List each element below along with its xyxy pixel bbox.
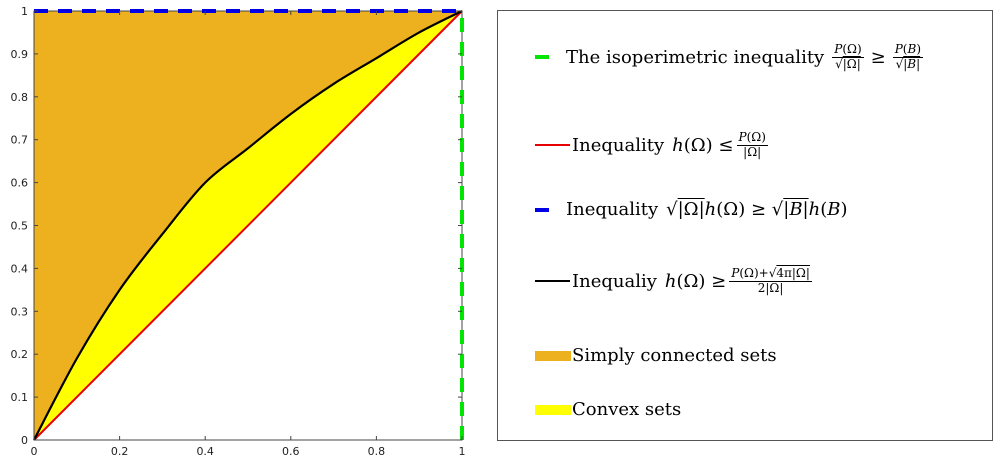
legend-entry-simply-connected: Simply connected sets: [535, 345, 777, 366]
x-tick-label: 0.4: [196, 445, 214, 458]
legend-formula-isoperimetric-lhs: P(Ω) √|Ω|: [832, 42, 864, 71]
x-tick-label: 1: [459, 445, 466, 458]
legend-formula-blue: √|Ω|h(Ω) ≥ √|B|h(B): [666, 199, 848, 220]
y-tick-label: 0.5: [11, 220, 29, 233]
y-tick-label: 0.8: [11, 91, 29, 104]
legend-swatch-simply-connected: [535, 350, 571, 361]
area-simply-connected: [34, 11, 462, 440]
y-tick-label: 0.3: [11, 305, 29, 318]
y-tick-label: 0.9: [11, 48, 29, 61]
legend-swatch-blue: [535, 207, 549, 212]
legend-swatch-isoperimetric: [535, 55, 549, 60]
y-tick-label: 0: [21, 434, 28, 447]
legend-formula-isoperimetric-rhs: P(B) √|B|: [892, 42, 923, 71]
series-line-red: [33, 10, 463, 441]
legend-entry-red: Inequality h(Ω) ≤ P(Ω) |Ω|: [535, 130, 771, 160]
legend-entry-isoperimetric: The isoperimetric inequality P(Ω) √|Ω| ≥…: [535, 42, 926, 72]
y-tick-label: 0.7: [11, 134, 29, 147]
x-tick-label: 0.6: [282, 445, 300, 458]
x-tick-label: 0: [31, 445, 38, 458]
y-tick-label: 0.6: [11, 177, 29, 190]
x-tick-label: 0.2: [111, 445, 129, 458]
legend-formula-red: P(Ω) |Ω|: [736, 130, 768, 159]
legend-label-black: Inequaliy: [572, 270, 657, 292]
chart-plot: 0 0.2 0.4 0.6 0.8 1 0 0.1 0.2 0.3 0.4 0.5 0.6 0.7 0.8 0…: [11, 5, 466, 458]
legend-entry-black: Inequaliy h(Ω) ≥ P(Ω)+√4π|Ω| 2|Ω|: [535, 266, 815, 296]
legend-label-blue: Inequality: [566, 199, 659, 220]
x-tick-label: 0.8: [368, 445, 386, 458]
legend: The isoperimetric inequality P(Ω) √|Ω| ≥…: [497, 10, 993, 441]
legend-formula-black: P(Ω)+√4π|Ω| 2|Ω|: [729, 266, 812, 295]
y-tick-label: 0.2: [11, 348, 29, 361]
legend-label-isoperimetric: The isoperimetric inequality: [566, 46, 825, 68]
legend-swatch-black: [535, 280, 570, 283]
legend-entry-blue: Inequality √|Ω|h(Ω) ≥ √|B|h(B): [535, 199, 848, 220]
legend-label-simply-connected: Simply connected sets: [572, 345, 777, 366]
legend-label-red: Inequality: [572, 134, 665, 156]
legend-label-convex: Convex sets: [572, 399, 682, 420]
y-tick-label: 0.4: [11, 262, 29, 275]
legend-swatch-convex: [535, 404, 571, 415]
series-line-black: [33, 10, 463, 441]
legend-entry-convex: Convex sets: [535, 399, 681, 420]
y-tick-label: 0.1: [11, 391, 29, 404]
y-tick-label: 1: [21, 5, 28, 18]
legend-swatch-red: [535, 144, 570, 147]
